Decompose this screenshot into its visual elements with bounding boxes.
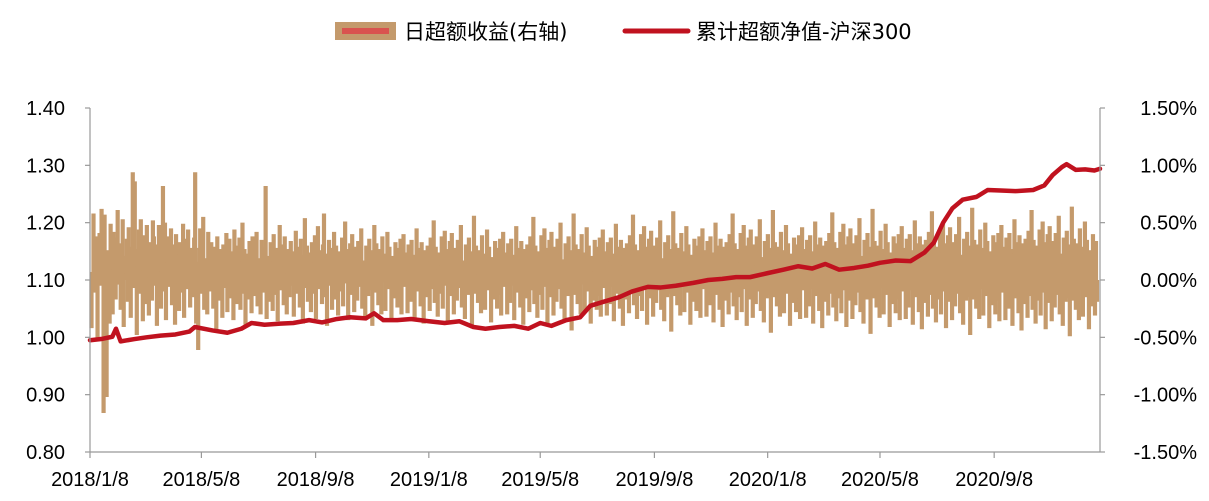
x-tick-label: 2019/5/8	[501, 469, 579, 491]
x-ticks: 2018/1/8 2018/5/8 2018/9/8 2019/1/8 2019/5/8…	[51, 452, 1033, 491]
x-tick-label: 2019/9/8	[615, 469, 693, 491]
x-tick-label: 2020/1/8	[729, 469, 807, 491]
left-tick-label: 1.00	[26, 327, 65, 349]
legend-swatch-daily-excess-inner	[342, 28, 389, 34]
left-tick-label: 0.90	[26, 385, 65, 407]
cumulative-nav-line-layer	[87, 161, 1103, 344]
left-tick-label: 1.30	[26, 155, 65, 177]
right-tick-label: 1.50%	[1140, 98, 1197, 120]
right-tick-label: 0.00%	[1140, 270, 1197, 292]
x-tick-label: 2018/1/8	[51, 469, 129, 491]
left-y-ticks: 0.80 0.90 1.00 1.10 1.20 1.30 1.40	[26, 98, 90, 464]
right-tick-label: -0.50%	[1134, 327, 1198, 349]
right-y-ticks: -1.50% -1.00% -0.50% 0.00% 0.50% 1.00% 1.50%	[1100, 98, 1197, 464]
legend-label-daily-excess: 日超额收益(右轴)	[404, 20, 567, 44]
x-tick-label: 2018/5/8	[162, 469, 240, 491]
x-tick-label: 2018/9/8	[277, 469, 355, 491]
legend: 日超额收益(右轴) 累计超额净值-沪深300	[335, 20, 912, 44]
x-tick-label: 2019/1/8	[390, 469, 468, 491]
right-tick-label: -1.00%	[1134, 385, 1198, 407]
left-tick-label: 0.80	[26, 442, 65, 464]
left-tick-label: 1.20	[26, 213, 65, 235]
x-tick-label: 2020/5/8	[841, 469, 919, 491]
daily-excess-bars	[89, 172, 1100, 414]
cumulative-nav-line	[87, 161, 1103, 344]
right-tick-label: -1.50%	[1134, 442, 1198, 464]
left-tick-label: 1.40	[26, 98, 65, 120]
left-tick-label: 1.10	[26, 270, 65, 292]
right-tick-label: 0.50%	[1140, 213, 1197, 235]
legend-label-cumulative-nav: 累计超额净值-沪深300	[696, 20, 912, 44]
x-tick-label: 2020/9/8	[955, 469, 1033, 491]
right-tick-label: 1.00%	[1140, 155, 1197, 177]
